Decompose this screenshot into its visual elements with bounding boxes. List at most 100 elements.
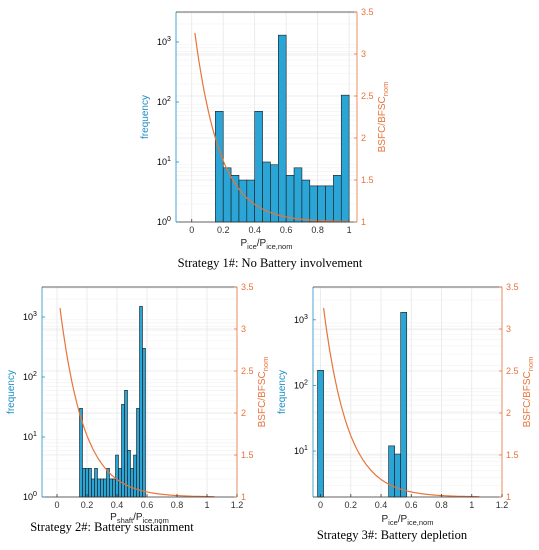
y-right-axis-label: BSFC/BFSCnom [257, 357, 270, 428]
histogram-bar [317, 185, 326, 223]
y-right-tick-label: 2 [361, 133, 366, 143]
y-right-tick-label: 3 [506, 324, 511, 334]
histogram-bar [333, 175, 342, 223]
x-tick-label: 1 [204, 500, 209, 510]
histogram-bar [94, 468, 98, 498]
histogram-bar [85, 468, 89, 498]
y-right-tick-label: 2.5 [506, 366, 519, 376]
histogram-bar [91, 478, 95, 498]
y-right-tick-label: 1.5 [241, 450, 254, 460]
y-left-axis-label: frequency [6, 370, 17, 414]
histogram-bar [325, 185, 334, 223]
y-left-tick-label: 102 [294, 379, 308, 390]
y-right-tick-label: 3 [241, 324, 246, 334]
y-right-tick-label: 3.5 [506, 282, 519, 292]
histogram-bar [388, 445, 395, 498]
y-right-tick-label: 3.5 [361, 7, 374, 17]
y-left-tick-label: 102 [23, 371, 37, 382]
x-tick-label: 0.8 [171, 500, 184, 510]
x-tick-label: 0.2 [81, 500, 94, 510]
histogram-bar [142, 348, 146, 498]
histogram-bar [100, 478, 104, 498]
histogram-bar [309, 185, 318, 223]
x-tick-label: 0.2 [217, 225, 230, 235]
y-left-tick-label: 102 [157, 96, 171, 107]
histogram-bar [88, 468, 92, 498]
histogram-bar [109, 478, 113, 498]
histogram-bar [103, 478, 107, 498]
chart-panel-2: 0 0.2 0.4 0.6 0.8 1 1.210010110210311.522.533.… [6, 282, 270, 534]
y-left-tick-label: 103 [157, 36, 171, 47]
chart-caption: Strategy 1#: No Battery involvement [178, 256, 363, 270]
histogram-bar [115, 454, 119, 498]
histogram-bar [97, 478, 101, 498]
histogram-bar [82, 468, 86, 498]
y-left-tick-label: 103 [294, 314, 308, 325]
histogram-bar [301, 179, 311, 223]
x-axis-label: Pice/Pice,nom [382, 514, 434, 527]
x-axis-label: Pshaft/Pice,nom [110, 512, 169, 525]
y-right-tick-label: 3 [361, 49, 366, 59]
histogram-bar [136, 408, 140, 498]
y-left-tick-label: 100 [157, 216, 171, 227]
x-tick-label: 0.6 [141, 500, 154, 510]
histogram-bar [293, 167, 303, 223]
chart-caption: Strategy 2#: Battery sustainment [30, 520, 194, 534]
x-tick-label: 0.2 [345, 500, 358, 510]
chart-panel-3: 0 0.2 0.4 0.6 0.8 1 1.210110210311.522.533.5Pi… [277, 282, 535, 542]
x-tick-label: 0 [318, 500, 323, 510]
x-tick-label: 1 [469, 500, 474, 510]
x-tick-label: 1.2 [231, 500, 244, 510]
x-tick-label: 0.8 [435, 500, 448, 510]
x-tick-label: 0.4 [375, 500, 388, 510]
x-tick-label: 0.4 [248, 225, 261, 235]
histogram-bar [139, 306, 143, 498]
y-right-tick-label: 1 [506, 492, 511, 502]
y-right-tick-label: 1.5 [506, 450, 519, 460]
x-tick-label: 0.6 [280, 225, 293, 235]
x-tick-label: 0.8 [311, 225, 324, 235]
x-tick-label: 0 [54, 500, 59, 510]
y-right-tick-label: 1 [361, 217, 366, 227]
histogram-bar [238, 179, 248, 223]
y-right-tick-label: 2 [506, 408, 511, 418]
histogram-bar [230, 175, 240, 223]
y-left-axis-label: frequency [277, 370, 288, 414]
x-tick-label: 0.4 [111, 500, 124, 510]
y-left-axis-label: frequency [140, 95, 151, 139]
y-right-tick-label: 2.5 [361, 91, 374, 101]
y-left-tick-label: 100 [23, 491, 37, 502]
x-tick-label: 1 [347, 225, 352, 235]
histogram-bar [340, 94, 350, 223]
histogram-bar [133, 454, 137, 498]
histogram-bar [285, 175, 295, 223]
histogram-bar [124, 390, 128, 498]
bsfc-curve [59, 307, 215, 498]
y-left-tick-label: 101 [23, 431, 37, 442]
histogram-bar [400, 312, 408, 498]
y-right-axis-label: BSFC/BFSCnom [377, 82, 390, 153]
chart-panel-1: 0 0.2 0.4 0.6 0.8 1 100 101 102 103 1 1.5 2 2.5 3 3.5 Pi… [140, 7, 390, 270]
histogram-bar [130, 468, 134, 498]
y-right-axis-label: BSFC/BFSCnom [522, 357, 535, 428]
histogram-bar [215, 110, 224, 223]
histogram-bar [278, 34, 287, 223]
y-right-tick-label: 1 [241, 492, 246, 502]
bsfc-curve [323, 307, 480, 498]
y-left-tick-label: 103 [23, 311, 37, 322]
y-left-tick-label: 101 [294, 445, 308, 456]
histogram-bar [127, 450, 131, 498]
y-right-tick-label: 3.5 [241, 282, 254, 292]
histogram-bar [262, 161, 271, 223]
y-right-tick-label: 1.5 [361, 175, 374, 185]
histogram-bar [394, 453, 401, 498]
bsfc-curve [194, 32, 350, 223]
histogram-bar [112, 478, 116, 498]
y-right-tick-label: 2.5 [241, 366, 254, 376]
x-tick-label: 1.2 [496, 500, 509, 510]
x-tick-label: 0 [189, 225, 194, 235]
x-tick-label: 0.6 [405, 500, 418, 510]
x-axis-label: Pice/Pice,nom [241, 238, 293, 251]
histogram-bar [317, 370, 324, 498]
